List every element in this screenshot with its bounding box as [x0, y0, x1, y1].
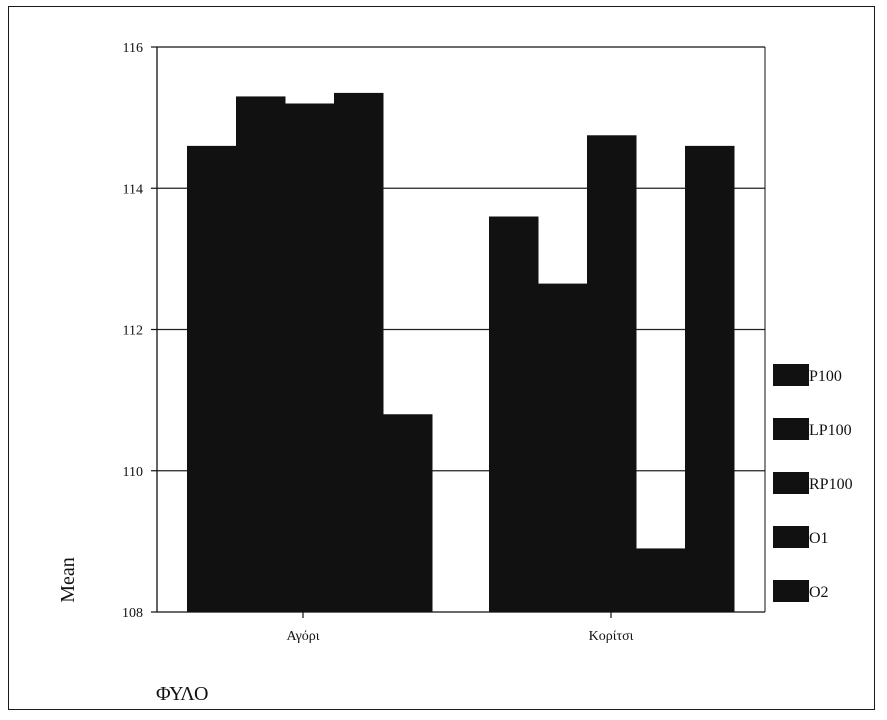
- legend-label-o1: O1: [809, 530, 829, 547]
- y-tick-label-2: 112: [123, 324, 143, 339]
- legend-swatch-o1: [773, 526, 809, 548]
- x-tick-label-1: Κορίτσι: [589, 629, 634, 644]
- legend-label-o2: O2: [809, 584, 829, 601]
- legend-swatch-p100: [773, 364, 809, 386]
- bar-lp100-2: [538, 283, 588, 612]
- bar-o2-2: [685, 145, 735, 612]
- legend-label-lp100: LP100: [809, 422, 852, 439]
- y-tick-labels: 108 110 112 114 116: [122, 41, 157, 621]
- y-axis-label: Mean: [57, 557, 79, 603]
- bars: [187, 92, 735, 612]
- y-tick-label-3: 114: [123, 182, 143, 197]
- legend-swatch-lp100: [773, 418, 809, 440]
- x-tick-labels: Αγόρι Κορίτσι: [286, 612, 634, 644]
- x-tick-label-0: Αγόρι: [286, 629, 319, 644]
- bar-o1-1: [334, 92, 384, 612]
- y-tick-label-4: 116: [123, 41, 143, 56]
- bar-rp100-1: [285, 103, 335, 612]
- bar-lp100-1: [236, 96, 286, 612]
- bar-p100-1: [187, 145, 237, 612]
- bar-o1-2: [636, 548, 686, 612]
- bar-p100-2: [489, 216, 539, 612]
- x-axis-label: ΦΥΛΟ: [156, 683, 208, 705]
- bar-o2-1: [383, 414, 433, 612]
- legend: P100 LP100 RP100 O1 O2: [773, 364, 853, 602]
- y-tick-label-0: 108: [122, 606, 143, 621]
- legend-swatch-o2: [773, 580, 809, 602]
- legend-swatch-rp100: [773, 472, 809, 494]
- legend-label-rp100: RP100: [809, 476, 853, 493]
- chart-frame: [8, 6, 875, 710]
- y-tick-label-1: 110: [123, 465, 143, 480]
- legend-label-p100: P100: [809, 368, 842, 385]
- bar-rp100-2: [587, 135, 637, 612]
